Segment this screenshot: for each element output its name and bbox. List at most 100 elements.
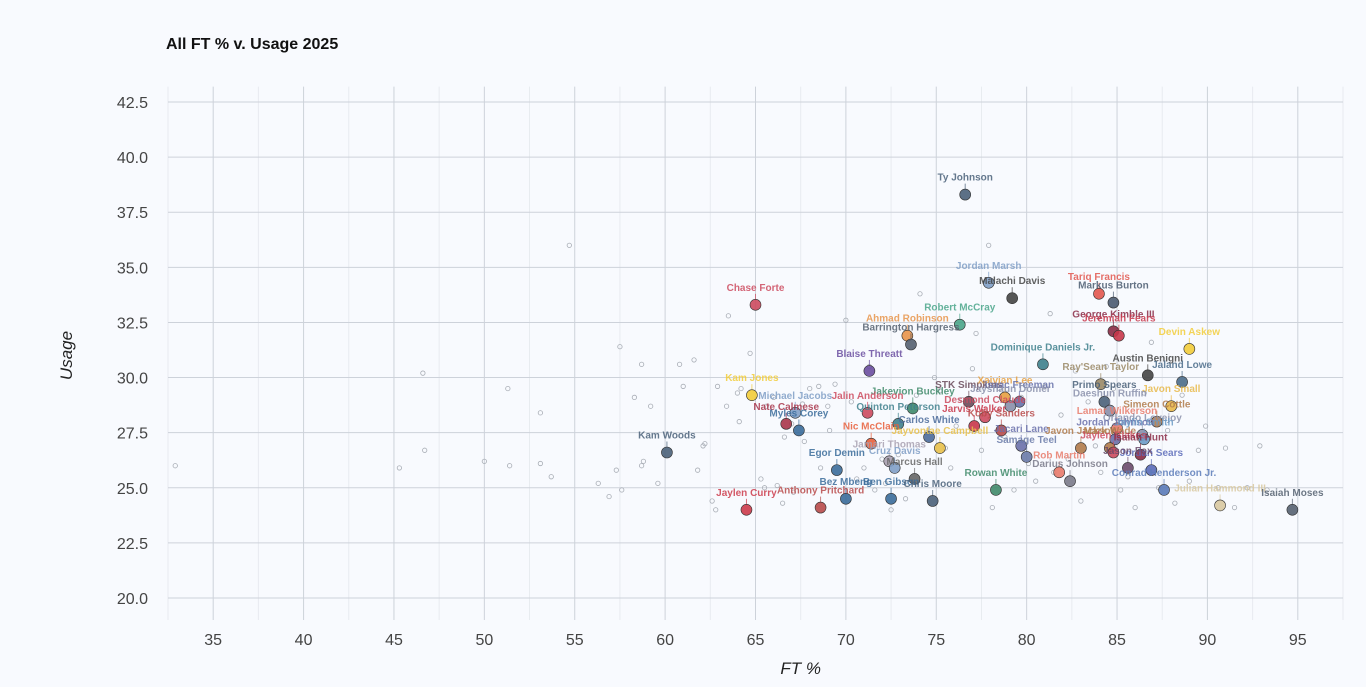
- data-point[interactable]: [892, 418, 905, 430]
- data-point[interactable]: [1064, 475, 1076, 487]
- background-point: [505, 385, 511, 392]
- background-point: [902, 496, 909, 502]
- data-point[interactable]: [863, 365, 876, 377]
- data-point[interactable]: [1015, 440, 1028, 452]
- background-point: [648, 403, 654, 409]
- data-point[interactable]: [1020, 451, 1033, 463]
- data-point[interactable]: [1158, 484, 1170, 496]
- data-point[interactable]: [789, 407, 802, 419]
- background-point: [723, 403, 730, 409]
- data-point[interactable]: [905, 338, 917, 351]
- data-point[interactable]: [968, 420, 981, 432]
- point-label: Bez Mbeng: [819, 477, 872, 488]
- data-point[interactable]: [1138, 433, 1150, 446]
- data-point[interactable]: [1151, 415, 1163, 428]
- data-point[interactable]: [906, 402, 919, 415]
- data-point[interactable]: [990, 484, 1002, 496]
- data-point[interactable]: [888, 462, 901, 474]
- tick-labels: 35 40 45 50 55 60 65 70 75 80 85 90 95 20.0 22.5 25.0 27…: [117, 95, 1307, 649]
- data-point[interactable]: [661, 446, 673, 459]
- point-label: Ahmad Robinson: [866, 314, 949, 325]
- point-label: Isaiah Moses: [1261, 488, 1324, 499]
- data-point[interactable]: [1176, 376, 1188, 388]
- data-point[interactable]: [793, 424, 805, 437]
- background-point: [872, 487, 878, 493]
- data-point[interactable]: [1094, 378, 1107, 390]
- point-label: Myles Corey: [769, 408, 828, 419]
- data-point[interactable]: [963, 395, 975, 408]
- point-label: Jordan Johnson: [1076, 417, 1154, 428]
- data-point[interactable]: [746, 389, 758, 401]
- background-point: [1257, 443, 1263, 449]
- point-label: Ben Gibson: [863, 477, 919, 488]
- data-point[interactable]: [1122, 462, 1134, 474]
- data-point[interactable]: [1093, 287, 1105, 300]
- x-tick-label: 50: [475, 632, 493, 649]
- background-point: [702, 441, 708, 447]
- data-point[interactable]: [780, 418, 793, 430]
- background-point: [989, 504, 995, 511]
- y-tick-label: 22.5: [117, 536, 148, 553]
- data-point[interactable]: [1037, 358, 1049, 371]
- point-label: Jordan Marsh: [956, 261, 1022, 272]
- data-point[interactable]: [923, 431, 935, 443]
- background-point: [1085, 399, 1091, 405]
- data-point[interactable]: [934, 442, 946, 454]
- data-point[interactable]: [865, 437, 877, 450]
- background-point: [709, 498, 715, 504]
- point-label: Darius Johnson: [1032, 459, 1108, 470]
- point-label: Chris Moore: [903, 479, 962, 490]
- point-label: Ty Johnson: [938, 173, 993, 184]
- point-label: Cruz Davis: [869, 446, 921, 457]
- data-point[interactable]: [979, 411, 991, 424]
- data-point[interactable]: [1214, 499, 1226, 512]
- background-point: [1165, 427, 1171, 434]
- background-point: [953, 423, 959, 429]
- point-label: Austin Benigni: [1112, 353, 1183, 364]
- background-point: [1195, 447, 1201, 453]
- data-point[interactable]: [1113, 329, 1125, 342]
- data-point[interactable]: [840, 492, 852, 505]
- data-point[interactable]: [1004, 400, 1017, 413]
- data-point[interactable]: [1286, 503, 1299, 516]
- data-point[interactable]: [959, 188, 971, 201]
- point-label: Chase Forte: [727, 283, 785, 294]
- data-point[interactable]: [926, 495, 939, 507]
- point-label: Jeremiah Fears: [1082, 314, 1156, 325]
- data-point[interactable]: [982, 276, 995, 289]
- point-label: Dominique Daniels Jr.: [991, 342, 1096, 353]
- point-label: Daeshun Ruffin: [1073, 389, 1147, 400]
- y-tick-label: 20.0: [117, 591, 148, 608]
- data-point[interactable]: [1183, 343, 1196, 355]
- data-point[interactable]: [995, 424, 1008, 437]
- data-point[interactable]: [861, 407, 874, 419]
- data-point[interactable]: [1104, 404, 1116, 417]
- point-label: Robert McCray: [924, 303, 996, 314]
- labeled-points: Ty Johnson Jordan Marsh Malachi Davis Tariq…: [638, 173, 1324, 516]
- data-point[interactable]: [885, 492, 897, 505]
- data-point[interactable]: [908, 473, 921, 485]
- data-point[interactable]: [814, 501, 827, 514]
- data-point[interactable]: [953, 318, 966, 331]
- data-point[interactable]: [1165, 400, 1178, 413]
- data-point[interactable]: [749, 299, 762, 311]
- point-label: Javon Small: [1142, 384, 1201, 395]
- data-point[interactable]: [831, 464, 843, 476]
- data-point[interactable]: [1053, 466, 1065, 479]
- data-point[interactable]: [1075, 442, 1087, 454]
- data-point[interactable]: [740, 503, 753, 516]
- data-point[interactable]: [1006, 292, 1018, 305]
- background-point: [1072, 368, 1079, 374]
- background-point: [1098, 469, 1104, 475]
- data-point[interactable]: [1145, 464, 1158, 476]
- data-point[interactable]: [1107, 296, 1120, 309]
- data-point[interactable]: [1134, 448, 1147, 461]
- background-point: [1203, 423, 1209, 429]
- background-point: [827, 427, 833, 434]
- data-point[interactable]: [1141, 369, 1154, 382]
- background-point: [913, 392, 919, 398]
- background-point: [507, 463, 513, 469]
- data-point[interactable]: [1111, 422, 1123, 435]
- data-point[interactable]: [1107, 446, 1120, 459]
- point-label: Conrad Henderson Jr.: [1112, 468, 1217, 479]
